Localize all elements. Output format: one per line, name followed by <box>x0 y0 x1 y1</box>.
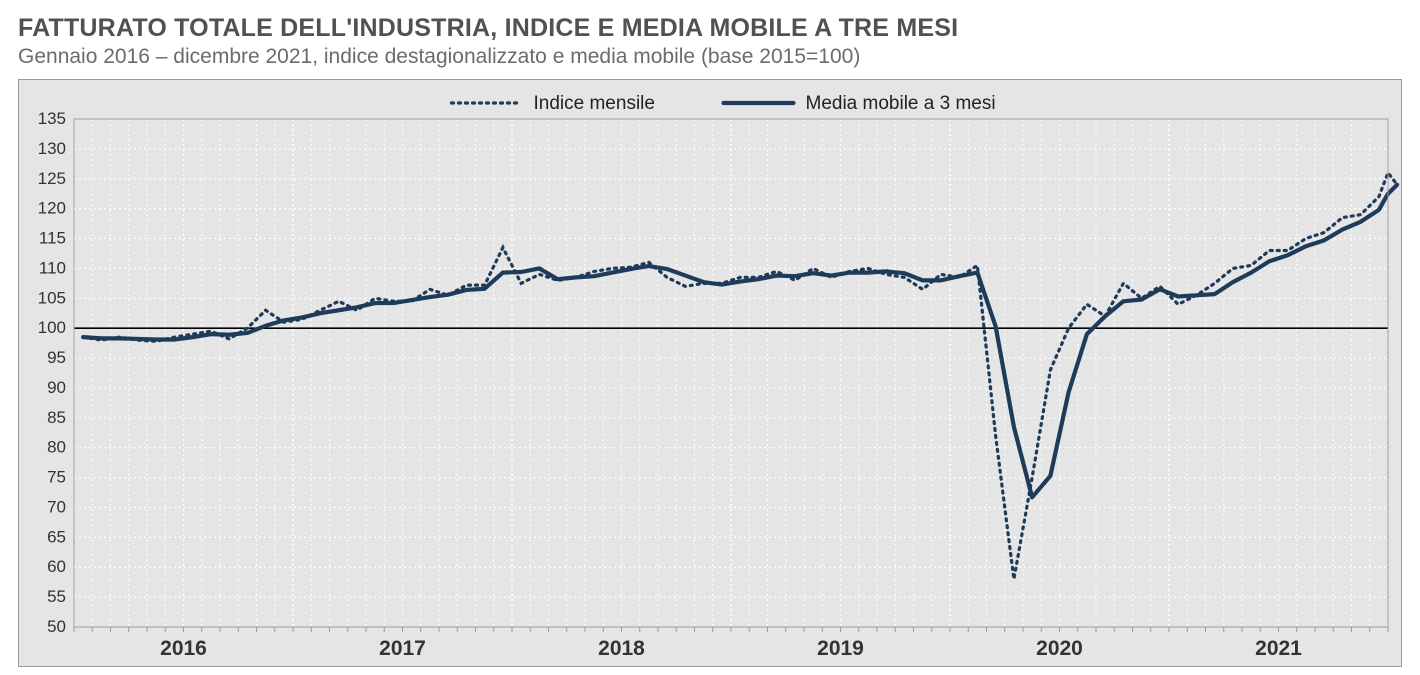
svg-text:60: 60 <box>47 557 66 576</box>
svg-text:50: 50 <box>47 617 66 636</box>
svg-text:70: 70 <box>47 497 66 516</box>
svg-text:110: 110 <box>39 258 66 277</box>
svg-text:2021: 2021 <box>1255 637 1302 660</box>
svg-text:125: 125 <box>38 169 66 188</box>
svg-text:2017: 2017 <box>379 637 426 660</box>
svg-text:90: 90 <box>47 378 66 397</box>
svg-text:115: 115 <box>39 229 66 248</box>
svg-text:105: 105 <box>38 288 66 307</box>
figure-container: FATTURATO TOTALE DELL'INDUSTRIA, INDICE … <box>0 0 1420 675</box>
legend-label-ma3: Media mobile a 3 mesi <box>806 93 996 114</box>
svg-text:75: 75 <box>47 468 66 487</box>
svg-text:2020: 2020 <box>1036 637 1083 660</box>
svg-text:130: 130 <box>38 139 66 158</box>
svg-text:120: 120 <box>38 199 66 218</box>
chart-svg: 50 55 60 65 70 75 80 85 90 95 100 105 110 115 120 125 13… <box>18 79 1402 667</box>
svg-text:95: 95 <box>47 348 66 367</box>
svg-text:135: 135 <box>38 109 66 128</box>
svg-text:100: 100 <box>38 318 66 337</box>
svg-text:2019: 2019 <box>817 637 864 660</box>
svg-text:85: 85 <box>47 408 66 427</box>
chart-subtitle: Gennaio 2016 – dicembre 2021, indice des… <box>18 45 1402 69</box>
svg-text:2016: 2016 <box>160 637 207 660</box>
legend-label-monthly: Indice mensile <box>534 93 655 114</box>
svg-text:80: 80 <box>47 438 66 457</box>
chart-title: FATTURATO TOTALE DELL'INDUSTRIA, INDICE … <box>18 14 1402 43</box>
svg-text:55: 55 <box>47 587 66 606</box>
svg-text:2018: 2018 <box>598 637 645 660</box>
svg-text:65: 65 <box>47 527 66 546</box>
chart-plot-area: 50 55 60 65 70 75 80 85 90 95 100 105 110 115 120 125 13… <box>18 79 1402 669</box>
